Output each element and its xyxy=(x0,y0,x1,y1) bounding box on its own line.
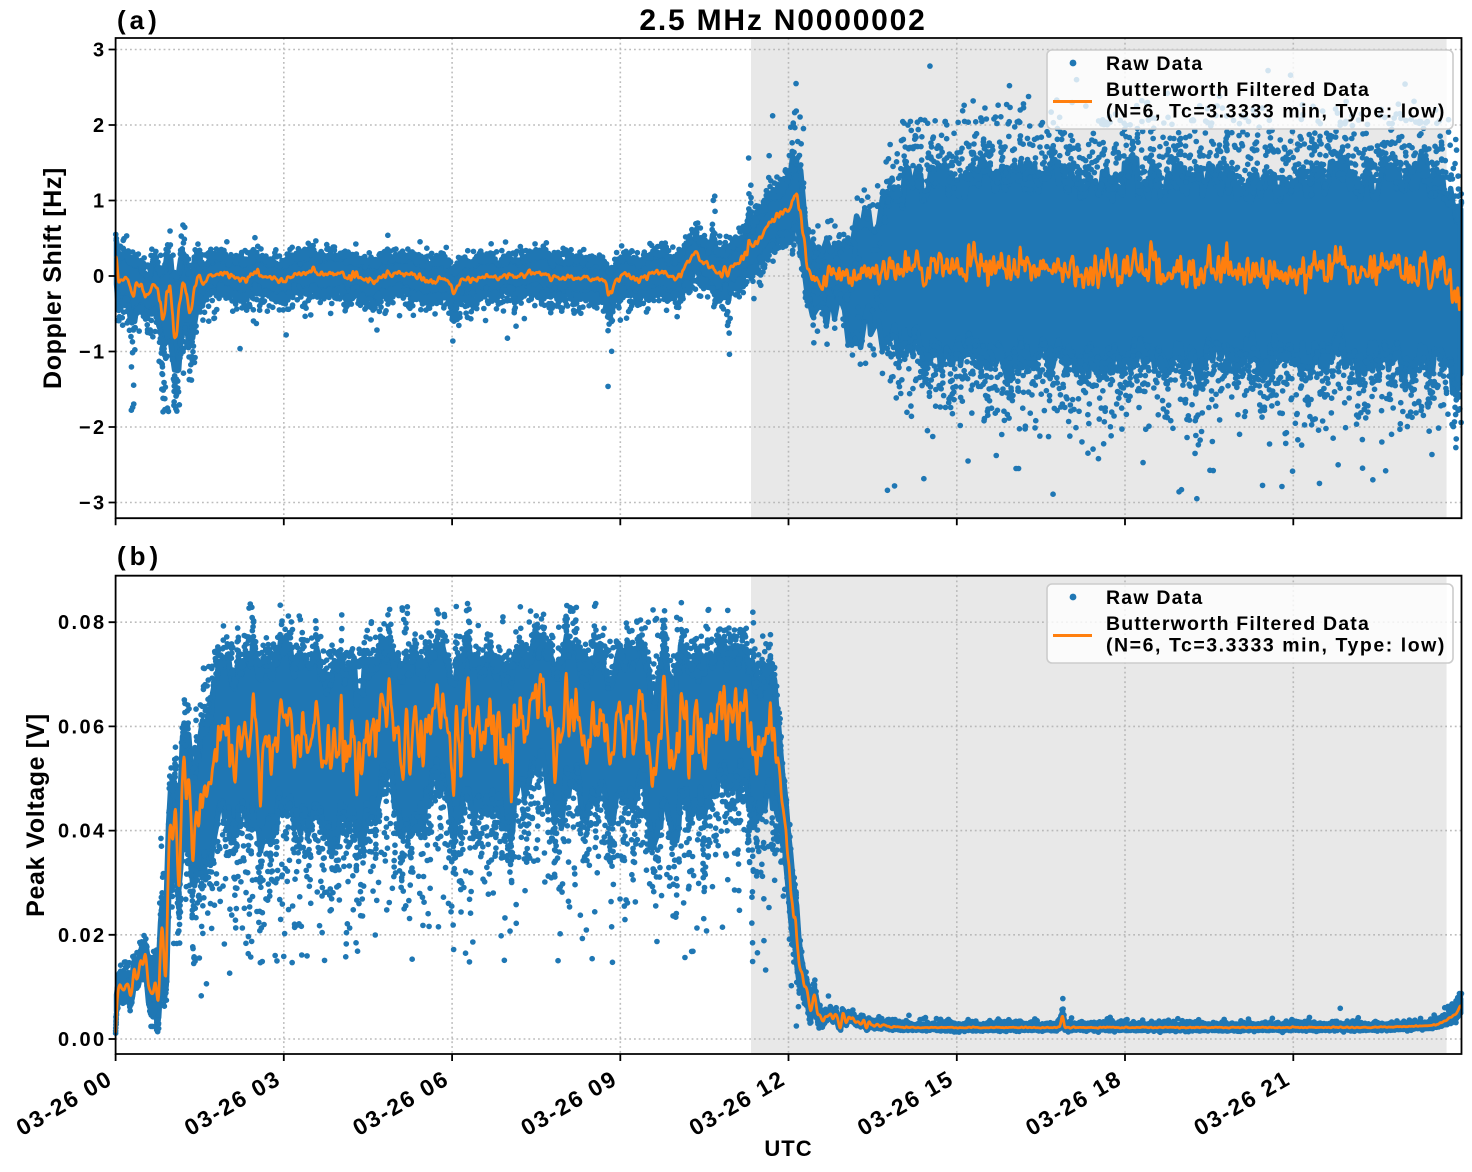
svg-text:1: 1 xyxy=(93,191,107,213)
svg-text:−1: −1 xyxy=(79,342,107,364)
svg-text:(a): (a) xyxy=(117,5,161,35)
svg-text:Butterworth Filtered Data: Butterworth Filtered Data xyxy=(1106,613,1370,635)
svg-text:3: 3 xyxy=(93,40,107,62)
svg-text:Butterworth Filtered Data: Butterworth Filtered Data xyxy=(1106,79,1370,101)
svg-text:0.00: 0.00 xyxy=(58,1029,107,1051)
svg-text:Raw Data: Raw Data xyxy=(1106,53,1203,75)
svg-text:(N=6, Tc=3.3333 min, Type: low: (N=6, Tc=3.3333 min, Type: low) xyxy=(1106,635,1446,657)
svg-text:−2: −2 xyxy=(79,417,107,439)
svg-text:Peak Voltage [V]: Peak Voltage [V] xyxy=(22,713,50,917)
svg-text:Doppler Shift [Hz]: Doppler Shift [Hz] xyxy=(39,167,67,389)
svg-text:Raw Data: Raw Data xyxy=(1106,587,1203,609)
svg-text:0.06: 0.06 xyxy=(58,716,107,738)
svg-text:0.08: 0.08 xyxy=(58,612,107,634)
svg-text:UTC: UTC xyxy=(764,1136,812,1161)
svg-text:−3: −3 xyxy=(79,493,107,515)
svg-text:(N=6, Tc=3.3333 min, Type: low: (N=6, Tc=3.3333 min, Type: low) xyxy=(1106,101,1446,123)
svg-text:0.02: 0.02 xyxy=(58,925,107,947)
svg-text:0.04: 0.04 xyxy=(58,821,107,843)
svg-text:0: 0 xyxy=(93,266,107,288)
svg-text:2: 2 xyxy=(93,115,107,137)
svg-text:2.5 MHz N0000002: 2.5 MHz N0000002 xyxy=(639,4,926,37)
svg-text:(b): (b) xyxy=(117,541,162,571)
